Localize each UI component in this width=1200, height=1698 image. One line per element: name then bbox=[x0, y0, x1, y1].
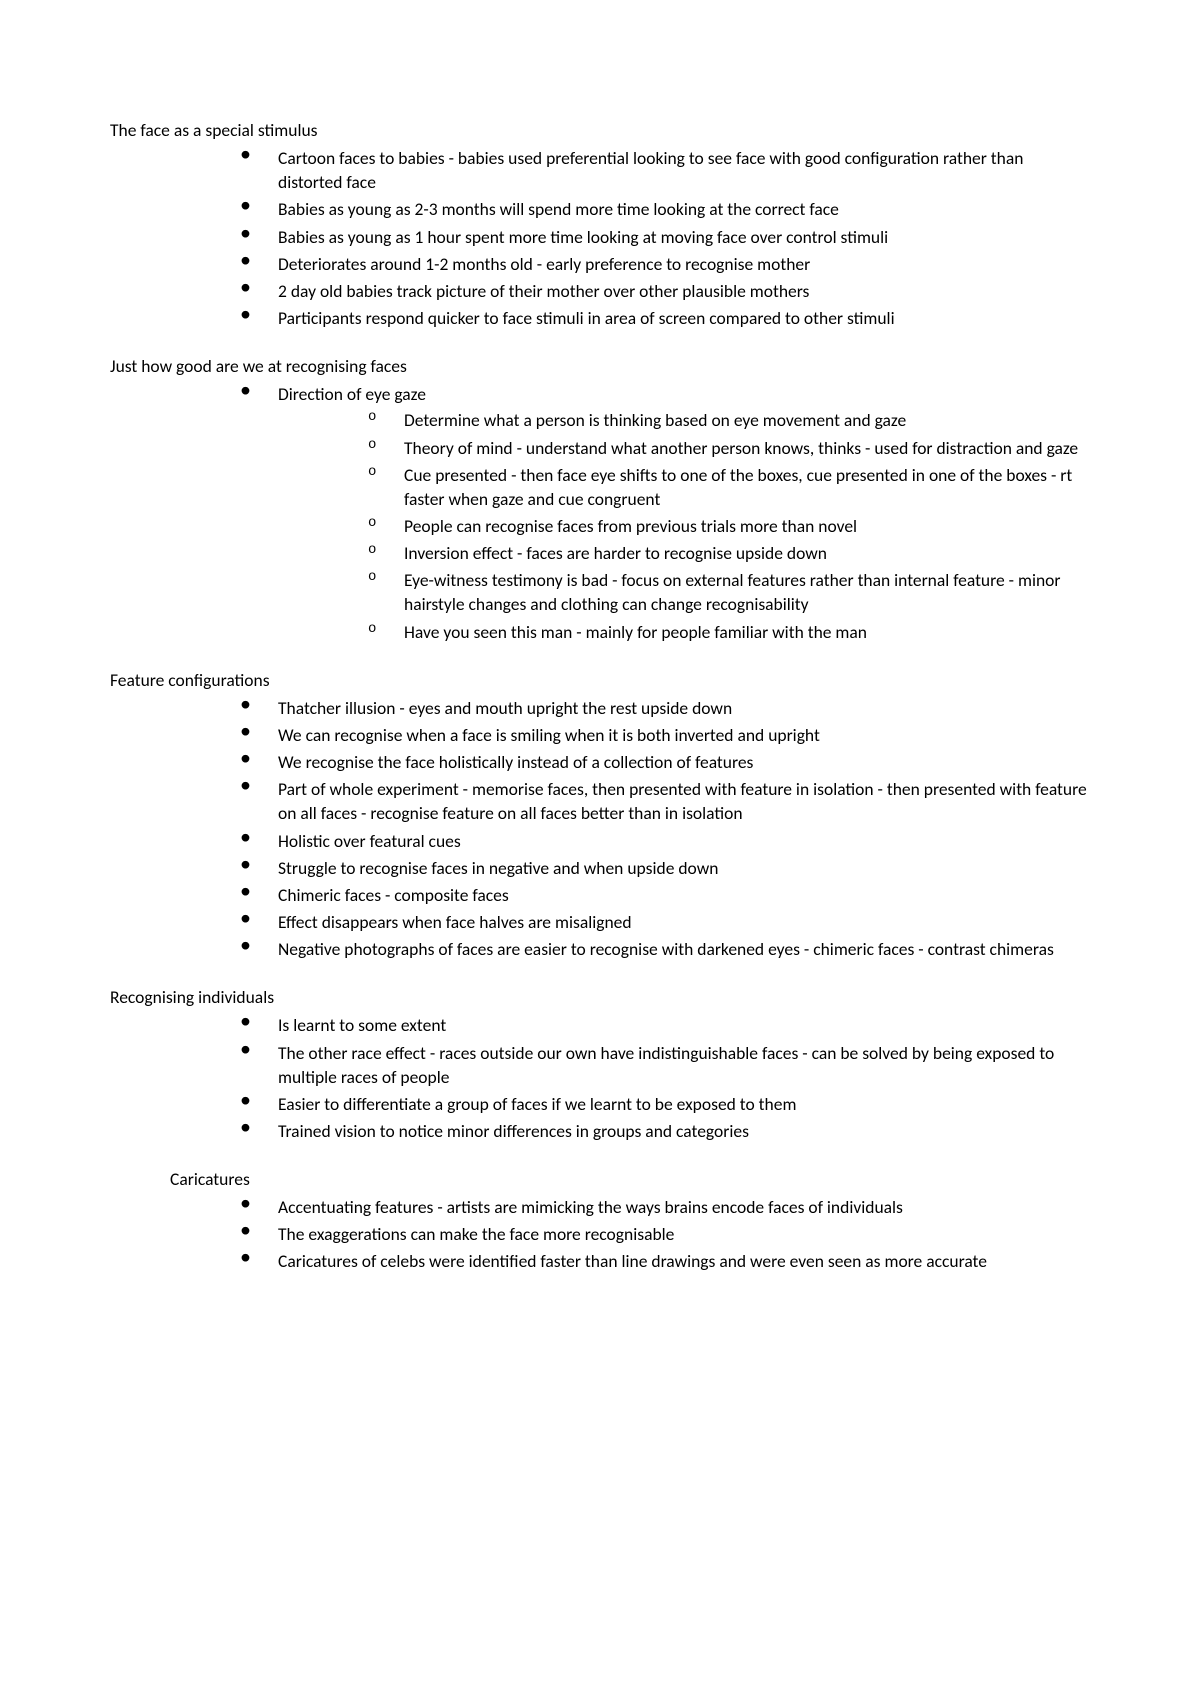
sublist-item-text: Determine what a person is thinking base… bbox=[404, 409, 906, 431]
sublist-item: People can recognise faces from previous… bbox=[368, 514, 1090, 538]
list-item: The exaggerations can make the face more… bbox=[240, 1222, 1090, 1246]
list-item-text: Cartoon faces to babies - babies used pr… bbox=[278, 147, 1023, 193]
heading-feature-config: Feature configurations bbox=[110, 668, 1090, 692]
list-item-text: We can recognise when a face is smiling … bbox=[278, 724, 820, 746]
list-item: Thatcher illusion - eyes and mouth uprig… bbox=[240, 696, 1090, 720]
list-item: 2 day old babies track picture of their … bbox=[240, 279, 1090, 303]
list-item: We recognise the face holistically inste… bbox=[240, 750, 1090, 774]
list-caricatures: Accentuating features - artists are mimi… bbox=[110, 1195, 1090, 1273]
sublist-item: Eye-witness testimony is bad - focus on … bbox=[368, 568, 1090, 616]
list-item: Struggle to recognise faces in negative … bbox=[240, 856, 1090, 880]
list-item: Cartoon faces to babies - babies used pr… bbox=[240, 146, 1090, 194]
list-item: Direction of eye gaze Determine what a p… bbox=[240, 382, 1090, 643]
list-item: Babies as young as 1 hour spent more tim… bbox=[240, 225, 1090, 249]
heading-special-stimulus: The face as a special stimulus bbox=[110, 118, 1090, 142]
list-item-text: Trained vision to notice minor differenc… bbox=[278, 1120, 749, 1142]
list-item-text: Direction of eye gaze bbox=[278, 383, 426, 405]
list-item-text: Part of whole experiment - memorise face… bbox=[278, 778, 1087, 824]
list-item-text: 2 day old babies track picture of their … bbox=[278, 280, 809, 302]
list-item-text: Thatcher illusion - eyes and mouth uprig… bbox=[278, 697, 732, 719]
list-item-text: Easier to differentiate a group of faces… bbox=[278, 1093, 796, 1115]
list-item-text: Is learnt to some extent bbox=[278, 1014, 446, 1036]
list-special-stimulus: Cartoon faces to babies - babies used pr… bbox=[110, 146, 1090, 330]
sublist-item: Theory of mind - understand what another… bbox=[368, 436, 1090, 460]
list-item-text: The other race effect - races outside ou… bbox=[278, 1042, 1054, 1088]
sublist-eye-gaze: Determine what a person is thinking base… bbox=[278, 408, 1090, 643]
sublist-item: Inversion effect - faces are harder to r… bbox=[368, 541, 1090, 565]
list-item: Accentuating features - artists are mimi… bbox=[240, 1195, 1090, 1219]
list-recognising-individuals: Is learnt to some extent The other race … bbox=[110, 1013, 1090, 1143]
list-item-text: Babies as young as 1 hour spent more tim… bbox=[278, 226, 888, 248]
list-item-text: Effect disappears when face halves are m… bbox=[278, 911, 632, 933]
sublist-item-text: People can recognise faces from previous… bbox=[404, 515, 857, 537]
list-item-text: Holistic over featural cues bbox=[278, 830, 461, 852]
list-item: Is learnt to some extent bbox=[240, 1013, 1090, 1037]
list-item: We can recognise when a face is smiling … bbox=[240, 723, 1090, 747]
list-item: Caricatures of celebs were identified fa… bbox=[240, 1249, 1090, 1273]
sublist-item-text: Theory of mind - understand what another… bbox=[404, 437, 1078, 459]
heading-recognising-individuals: Recognising individuals bbox=[110, 985, 1090, 1009]
sublist-item: Cue presented - then face eye shifts to … bbox=[368, 463, 1090, 511]
list-item: The other race effect - races outside ou… bbox=[240, 1041, 1090, 1089]
list-item: Negative photographs of faces are easier… bbox=[240, 937, 1090, 961]
list-item: Deteriorates around 1-2 months old - ear… bbox=[240, 252, 1090, 276]
list-item: Participants respond quicker to face sti… bbox=[240, 306, 1090, 330]
list-item: Babies as young as 2-3 months will spend… bbox=[240, 197, 1090, 221]
list-item: Chimeric faces - composite faces bbox=[240, 883, 1090, 907]
sublist-item: Determine what a person is thinking base… bbox=[368, 408, 1090, 432]
list-item: Effect disappears when face halves are m… bbox=[240, 910, 1090, 934]
list-item: Holistic over featural cues bbox=[240, 829, 1090, 853]
heading-how-good: Just how good are we at recognising face… bbox=[110, 354, 1090, 378]
heading-caricatures: Caricatures bbox=[170, 1167, 1090, 1191]
list-item-text: Chimeric faces - composite faces bbox=[278, 884, 509, 906]
list-item-text: Struggle to recognise faces in negative … bbox=[278, 857, 718, 879]
list-item: Part of whole experiment - memorise face… bbox=[240, 777, 1090, 825]
sublist-item: Have you seen this man - mainly for peop… bbox=[368, 620, 1090, 644]
list-item-text: Caricatures of celebs were identified fa… bbox=[278, 1250, 987, 1272]
list-item-text: Negative photographs of faces are easier… bbox=[278, 938, 1054, 960]
list-how-good: Direction of eye gaze Determine what a p… bbox=[110, 382, 1090, 643]
list-item-text: Deteriorates around 1-2 months old - ear… bbox=[278, 253, 810, 275]
sublist-item-text: Cue presented - then face eye shifts to … bbox=[404, 464, 1072, 510]
list-feature-config: Thatcher illusion - eyes and mouth uprig… bbox=[110, 696, 1090, 961]
sublist-item-text: Eye-witness testimony is bad - focus on … bbox=[404, 569, 1061, 615]
list-item-text: Participants respond quicker to face sti… bbox=[278, 307, 895, 329]
list-item: Trained vision to notice minor differenc… bbox=[240, 1119, 1090, 1143]
list-item-text: Accentuating features - artists are mimi… bbox=[278, 1196, 903, 1218]
page: The face as a special stimulus Cartoon f… bbox=[0, 0, 1200, 1698]
list-item-text: Babies as young as 2-3 months will spend… bbox=[278, 198, 839, 220]
list-item: Easier to differentiate a group of faces… bbox=[240, 1092, 1090, 1116]
sublist-item-text: Have you seen this man - mainly for peop… bbox=[404, 621, 867, 643]
list-item-text: The exaggerations can make the face more… bbox=[278, 1223, 674, 1245]
sublist-item-text: Inversion effect - faces are harder to r… bbox=[404, 542, 827, 564]
list-item-text: We recognise the face holistically inste… bbox=[278, 751, 753, 773]
